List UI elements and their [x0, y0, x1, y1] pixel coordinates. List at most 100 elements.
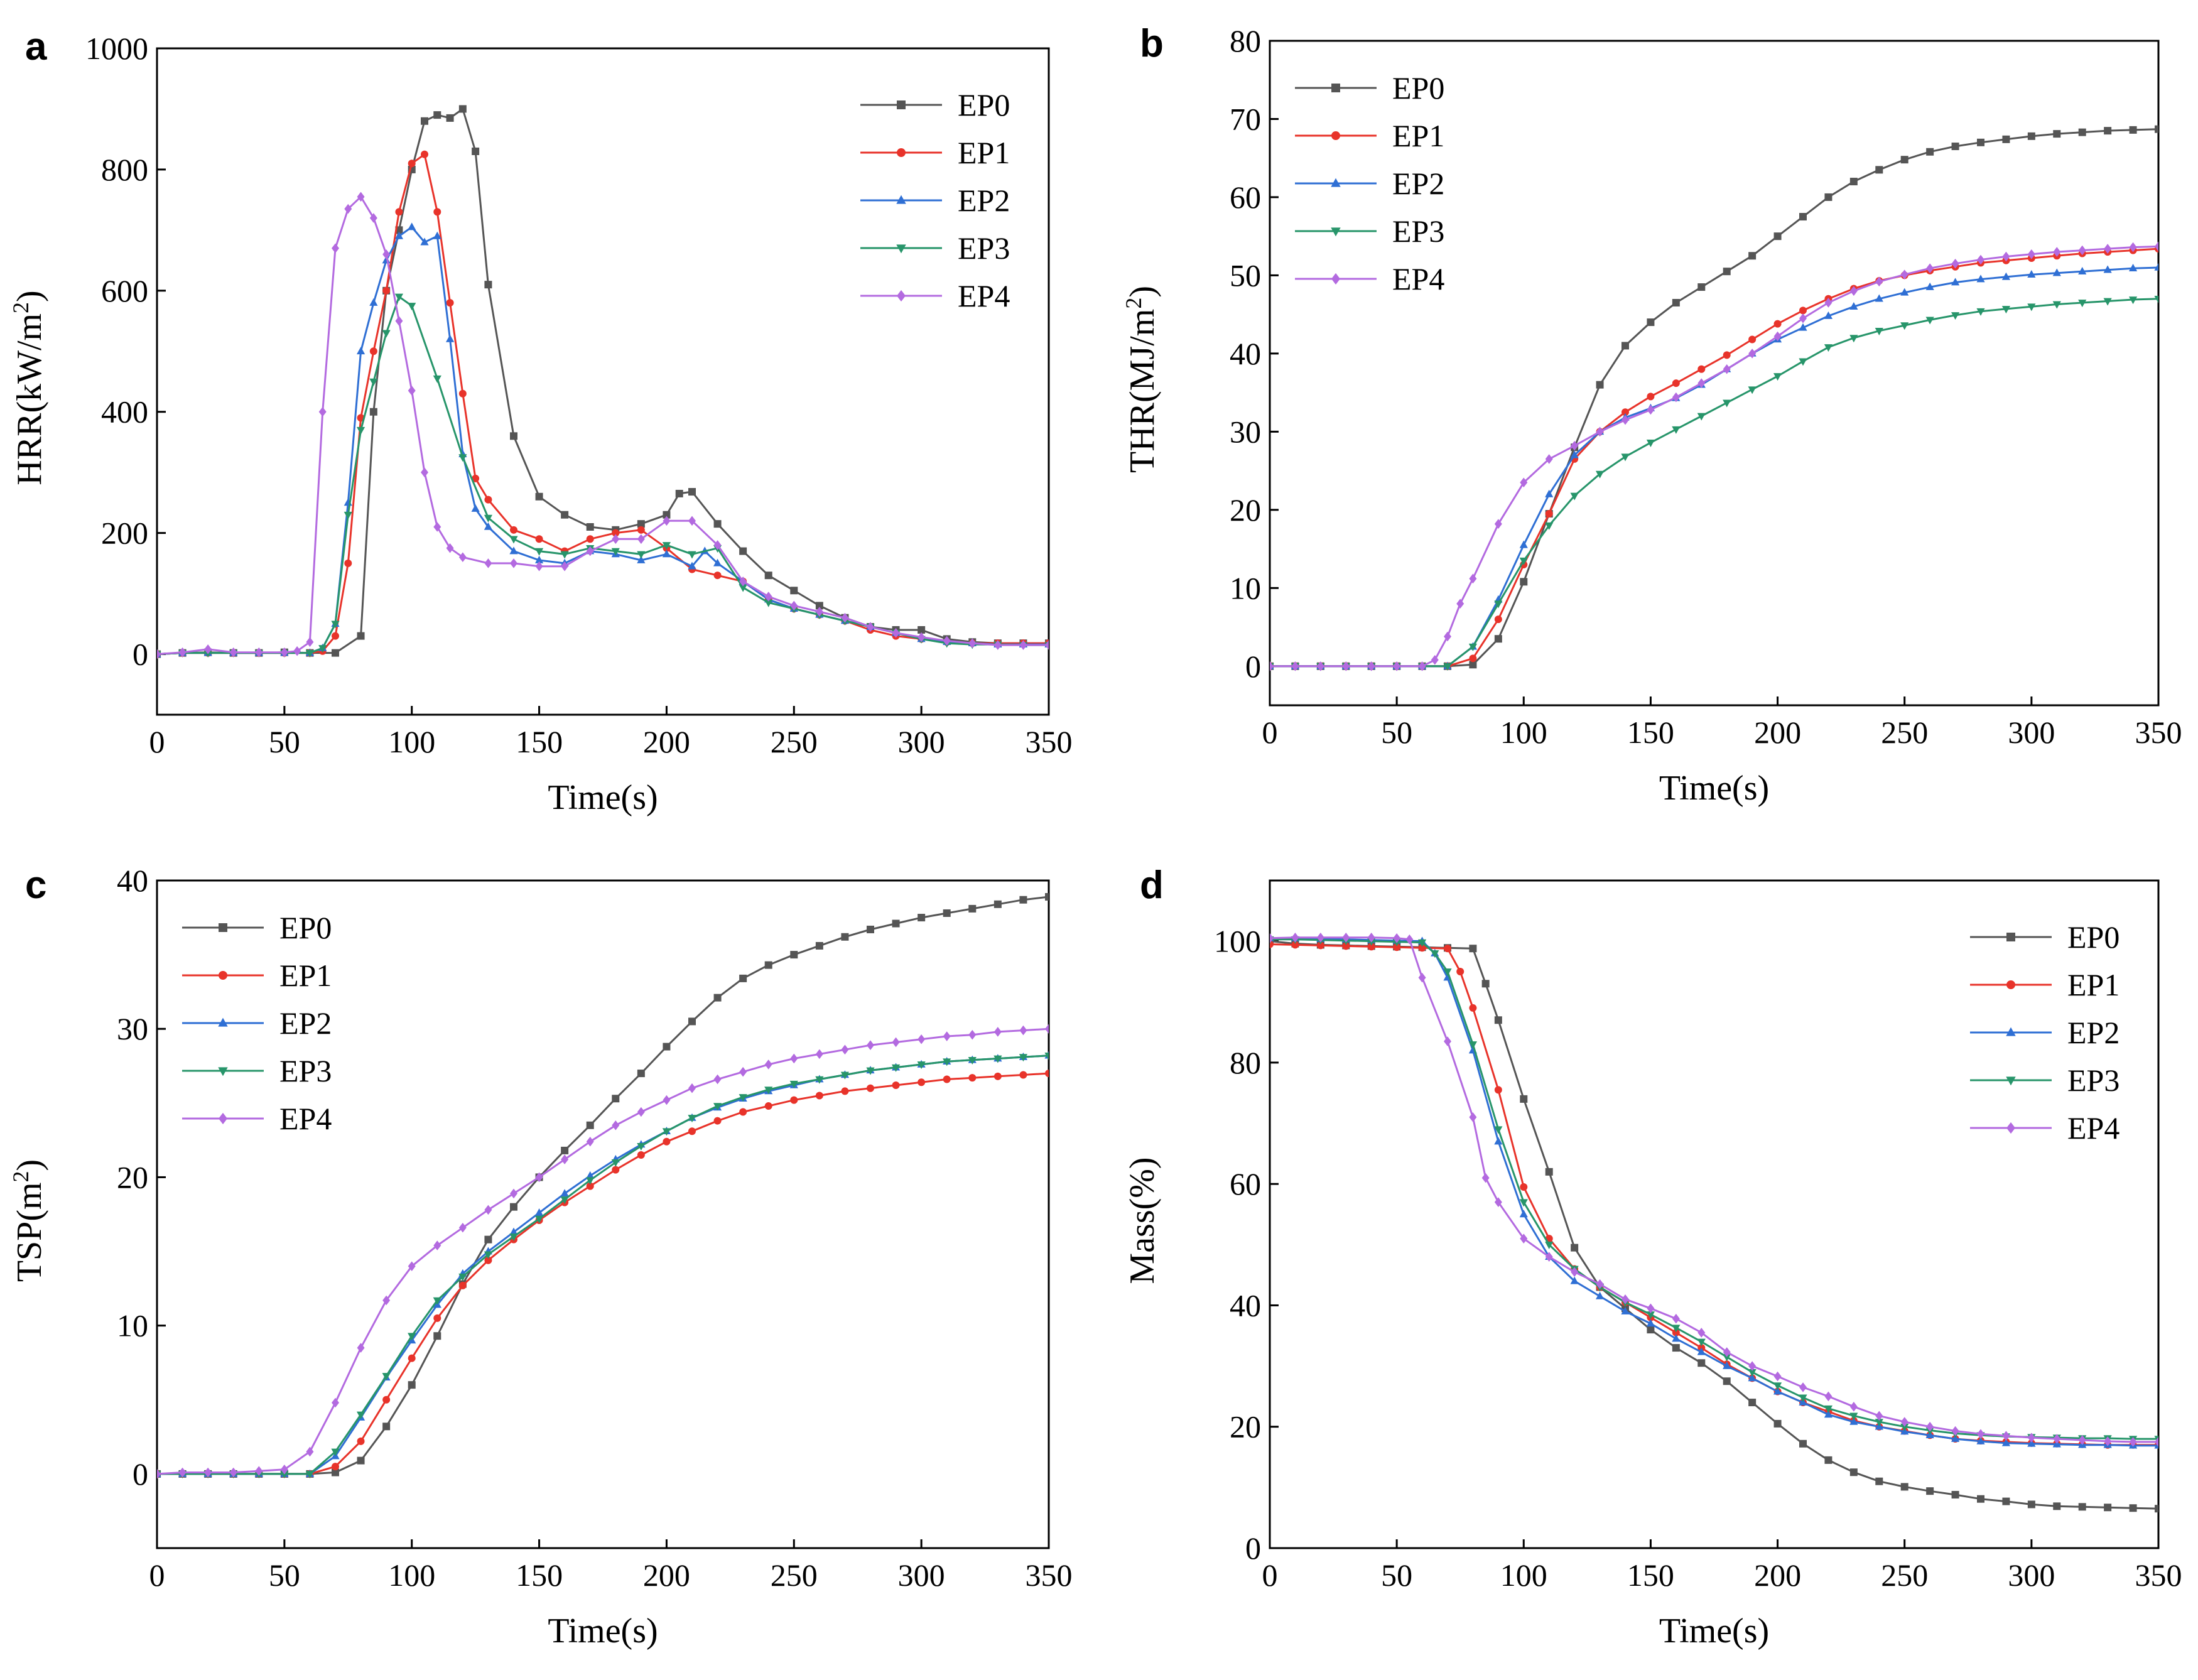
data-point-EP0	[1596, 381, 1604, 389]
data-point-EP2	[637, 555, 646, 563]
data-point-EP4	[1444, 631, 1451, 642]
legend-item-EP3: EP3	[860, 230, 1010, 266]
data-point-EP3	[586, 1177, 595, 1185]
data-point-EP0	[1799, 1439, 1807, 1448]
data-point-EP4	[1019, 640, 1027, 650]
data-point-EP0	[663, 511, 671, 519]
data-point-EP4	[943, 636, 951, 646]
data-point-EP1	[332, 632, 339, 640]
y-tick-label: 600	[101, 273, 148, 308]
data-point-EP1	[637, 526, 645, 534]
y-tick-label: 30	[1230, 414, 1261, 449]
legend-label: EP1	[958, 135, 1010, 170]
data-point-EP3	[458, 1273, 467, 1281]
data-point-EP1	[1697, 365, 1706, 373]
data-point-EP0	[943, 909, 951, 917]
x-tick-label: 300	[898, 1558, 945, 1593]
y-tick-label: 30	[117, 1011, 148, 1046]
data-point-EP2	[1951, 278, 1960, 286]
data-point-EP1	[1723, 351, 1731, 359]
data-point-EP2	[1570, 450, 1579, 458]
data-point-EP0	[357, 632, 365, 640]
series-line-EP4	[157, 1027, 1049, 1475]
data-point-EP4	[1418, 661, 1426, 671]
data-point-EP1	[1367, 943, 1375, 951]
data-point-EP3	[408, 1333, 416, 1341]
x-tick-label: 150	[516, 1558, 563, 1593]
data-point-EP4	[790, 600, 798, 611]
data-point-EP4	[408, 386, 416, 396]
data-point-EP3	[280, 1471, 289, 1479]
data-point-EP1	[1520, 1183, 1528, 1191]
data-point-EP1	[408, 160, 416, 168]
data-point-EP3	[1044, 1052, 1049, 1060]
data-point-EP1	[332, 1463, 339, 1471]
data-point-EP2	[394, 231, 404, 239]
legend-item-EP2: EP2	[1295, 166, 1444, 201]
data-point-EP3	[713, 1103, 722, 1111]
data-point-EP1	[458, 1281, 467, 1289]
data-point-EP1	[1393, 943, 1401, 951]
data-point-EP2	[2001, 1438, 2011, 1446]
data-point-EP4	[1951, 1426, 1959, 1436]
data-point-EP3	[382, 330, 391, 338]
data-point-EP4	[1367, 933, 1375, 943]
x-axis-title: Time(s)	[548, 778, 658, 817]
data-point-EP4	[764, 592, 772, 602]
series-line-EP3	[157, 1054, 1049, 1475]
data-point-EP3	[1697, 1338, 1706, 1347]
series-line-EP1	[1270, 247, 2158, 668]
data-point-EP4	[637, 1107, 645, 1117]
data-point-EP4	[663, 1095, 671, 1105]
data-point-EP0	[2002, 135, 2010, 143]
data-point-EP2	[484, 522, 493, 530]
y-tick-label: 60	[1230, 180, 1261, 215]
data-point-EP1	[815, 1092, 823, 1100]
data-point-EP2	[509, 1227, 518, 1235]
data-point-EP1	[382, 286, 391, 295]
data-point-EP0	[1545, 1168, 1553, 1176]
data-point-EP0	[484, 1235, 492, 1244]
data-point-EP3	[394, 293, 404, 301]
data-point-EP4	[280, 1465, 288, 1475]
data-point-EP2	[2027, 1439, 2036, 1447]
data-point-EP2	[1976, 1436, 1985, 1444]
panel-letter: a	[25, 25, 47, 68]
legend-marker	[2006, 1122, 2015, 1134]
x-tick-label: 150	[1627, 1558, 1674, 1593]
y-tick-label: 60	[1230, 1166, 1261, 1201]
data-point-EP3	[1723, 1353, 1731, 1362]
data-point-EP4	[1849, 286, 1858, 296]
series-line-EP2	[157, 226, 1049, 655]
data-point-EP4	[1672, 1313, 1680, 1324]
data-point-EP3	[1443, 663, 1452, 671]
x-tick-label: 200	[643, 1558, 690, 1593]
data-point-EP1	[867, 1084, 874, 1092]
data-point-EP3	[891, 1064, 901, 1072]
data-point-EP2	[1976, 274, 1985, 283]
data-point-EP3	[662, 1128, 671, 1136]
data-point-EP0	[561, 1146, 569, 1154]
data-point-EP3	[1875, 327, 1883, 335]
data-point-EP0	[790, 587, 798, 595]
x-tick-label: 100	[1500, 1558, 1547, 1593]
panel-letter: d	[1140, 864, 1164, 907]
x-tick-label: 50	[1381, 1558, 1412, 1593]
data-point-EP4	[1469, 573, 1477, 584]
data-point-EP0	[561, 511, 569, 519]
data-point-EP3	[1976, 308, 1985, 316]
data-point-EP3	[637, 1143, 646, 1151]
data-point-EP3	[789, 1080, 798, 1088]
series-group	[157, 892, 1049, 1479]
data-point-EP4	[1494, 519, 1502, 529]
data-point-EP2	[433, 231, 441, 239]
data-point-EP4	[1418, 972, 1426, 983]
data-point-EP4	[1647, 1303, 1655, 1314]
data-point-EP0	[918, 914, 926, 922]
data-point-EP2	[1824, 1410, 1833, 1418]
data-point-EP4	[1951, 258, 1959, 269]
data-point-EP0	[382, 1423, 391, 1431]
data-point-EP4	[892, 1037, 900, 1048]
legend-item-EP0: EP0	[1295, 70, 1444, 106]
data-point-EP0	[1647, 318, 1655, 327]
